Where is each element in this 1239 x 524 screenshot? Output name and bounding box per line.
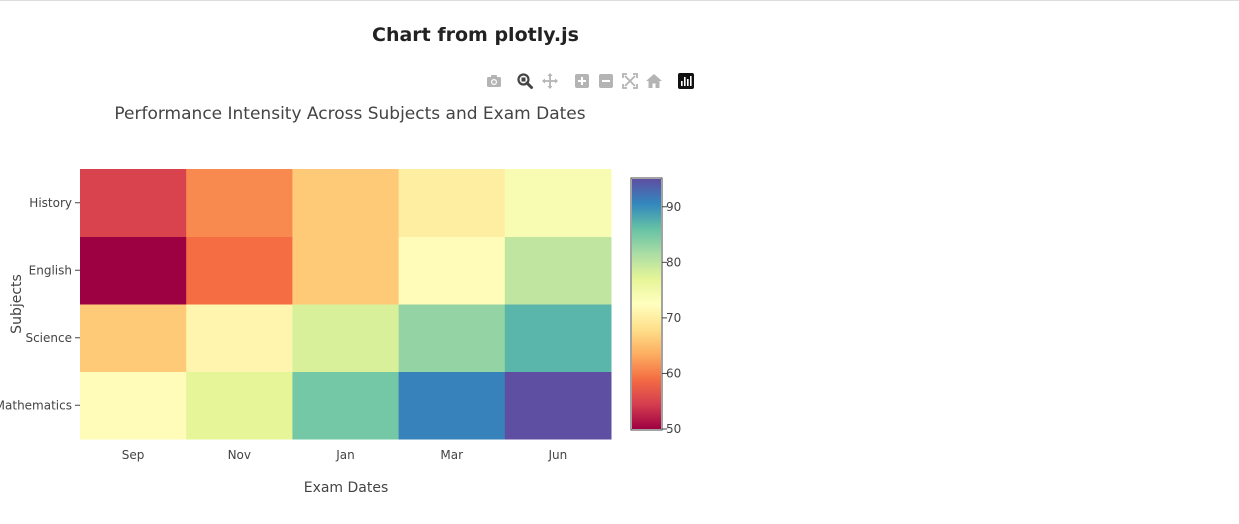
zoom-in-icon[interactable] xyxy=(572,71,592,91)
x-tick-label: Sep xyxy=(122,448,145,462)
heatmap-cells xyxy=(80,169,612,440)
colorbar-tick-label: 80 xyxy=(666,255,681,269)
colorbar-gradient xyxy=(632,179,661,429)
heatmap-cell xyxy=(398,304,506,372)
chart-title: Performance Intensity Across Subjects an… xyxy=(114,104,585,124)
heatmap-cell xyxy=(80,236,187,305)
heatmap-cell xyxy=(504,304,612,372)
heatmap-cell xyxy=(292,304,400,372)
colorbar-tick-label: 70 xyxy=(666,311,681,325)
heatmap-cell xyxy=(398,371,506,440)
y-tick-label: Mathematics xyxy=(0,398,72,412)
heatmap-cell xyxy=(186,169,293,237)
heatmap-cell xyxy=(504,236,612,305)
heatmap-cell xyxy=(292,236,400,305)
colorbar-ticks: 50 60 70 80 90 xyxy=(662,200,681,436)
heatmap-cell xyxy=(186,236,293,305)
y-axis-ticks: Mathematics Science English History xyxy=(0,196,80,412)
y-tick-label: History xyxy=(29,196,72,210)
heatmap-cell xyxy=(292,169,400,237)
heatmap-cell xyxy=(398,236,506,305)
x-tick-label: Nov xyxy=(228,448,251,462)
heatmap-cell xyxy=(504,371,612,440)
heatmap-cell xyxy=(80,304,187,372)
zoom-out-icon[interactable] xyxy=(596,71,616,91)
home-icon[interactable] xyxy=(644,71,664,91)
x-tick-label: Jun xyxy=(548,448,568,462)
x-tick-label: Mar xyxy=(440,448,463,462)
pan-icon[interactable] xyxy=(540,71,560,91)
heatmap-cell xyxy=(504,169,612,237)
colorbar: 50 60 70 80 90 xyxy=(630,177,681,436)
y-axis-title: Subjects xyxy=(9,274,25,334)
zoom-icon[interactable] xyxy=(515,71,535,91)
y-tick-label: Science xyxy=(25,331,72,345)
y-tick-label: English xyxy=(29,263,72,277)
page-top-border xyxy=(0,0,1239,1)
colorbar-tick-label: 60 xyxy=(666,366,681,380)
heatmap-cell xyxy=(80,169,187,237)
camera-icon[interactable] xyxy=(484,71,504,91)
colorbar-frame xyxy=(630,177,663,431)
x-tick-label: Jan xyxy=(335,448,355,462)
x-axis-ticks: Sep Nov Jan Mar Jun xyxy=(122,448,567,462)
heatmap-cell xyxy=(186,371,293,440)
heatmap-chart: Performance Intensity Across Subjects an… xyxy=(0,104,681,496)
heatmap-cell xyxy=(80,371,187,440)
colorbar-tick-label: 50 xyxy=(666,422,681,436)
x-axis-title: Exam Dates xyxy=(304,480,389,496)
heatmap-cell xyxy=(398,169,506,237)
colorbar-tick-label: 90 xyxy=(666,200,681,214)
plotly-logo-icon[interactable] xyxy=(676,71,696,91)
heatmap-cell xyxy=(292,371,400,440)
autoscale-icon[interactable] xyxy=(620,71,640,91)
page-title: Chart from plotly.js xyxy=(372,24,579,46)
heatmap-cell xyxy=(186,304,293,372)
